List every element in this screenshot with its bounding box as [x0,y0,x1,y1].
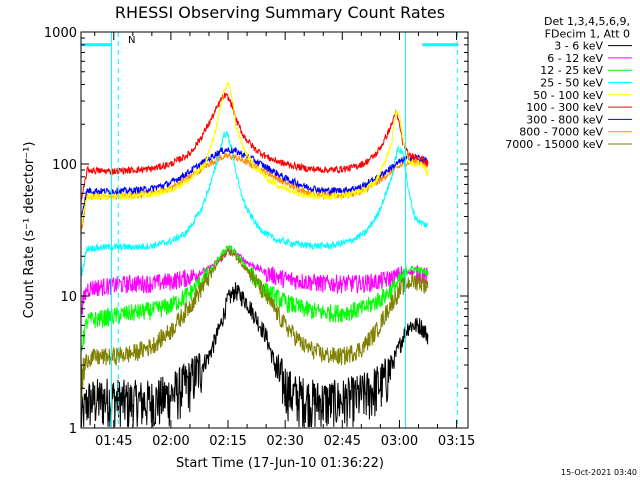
series-line [80,81,429,228]
y-tick-label: 1000 [44,26,77,41]
marker-layer [81,32,459,428]
night-annotation: N [128,35,135,46]
legend-label: 7000 - 15000 keV [505,138,603,151]
chart-title: RHESSI Observing Summary Count Rates [115,3,445,22]
legend-header: Det 1,3,4,5,6,9, [544,15,630,28]
series-line [80,282,429,427]
x-tick-label: 01:45 [95,434,132,449]
legend: Det 1,3,4,5,6,9,FDecim 1, Att 03 - 6 keV… [505,15,632,151]
y-axis-label: Count Rate (s⁻¹ detector⁻¹) [22,142,37,319]
y-tick-label: 1 [69,422,77,437]
x-tick-label: 03:15 [438,434,475,449]
y-tick-label: 10 [60,290,77,305]
legend-label: 12 - 25 keV [540,64,603,77]
timestamp-label: 15-Oct-2021 03:40 [561,468,637,477]
y-axis: 1 10 100 1000 [44,26,468,437]
x-tick-label: 02:30 [266,434,303,449]
x-tick-label: 02:45 [324,434,361,449]
legend-label: 3 - 6 keV [554,40,603,53]
x-tick-label: 02:00 [152,434,189,449]
legend-label: 50 - 100 keV [533,89,603,102]
legend-label: 100 - 300 keV [526,101,603,114]
legend-label: 800 - 7000 keV [519,126,603,139]
series-line [80,92,429,204]
plot-frame [80,31,469,429]
legend-header: FDecim 1, Att 0 [545,27,630,40]
series-line [80,247,429,400]
series-layer [80,81,429,427]
x-axis: 01:45 02:00 02:15 02:30 02:45 03:00 03:15 [94,32,475,449]
y-tick-label: 100 [52,158,77,173]
legend-label: 300 - 800 keV [526,113,603,126]
x-axis-label: Start Time (17-Jun-10 01:36:22) [176,456,384,471]
series-line [80,130,429,278]
legend-label: 25 - 50 keV [540,77,603,90]
x-tick-label: 02:15 [209,434,246,449]
x-tick-label: 03:00 [381,434,418,449]
legend-label: 6 - 12 keV [547,52,603,65]
series-line [80,247,429,316]
